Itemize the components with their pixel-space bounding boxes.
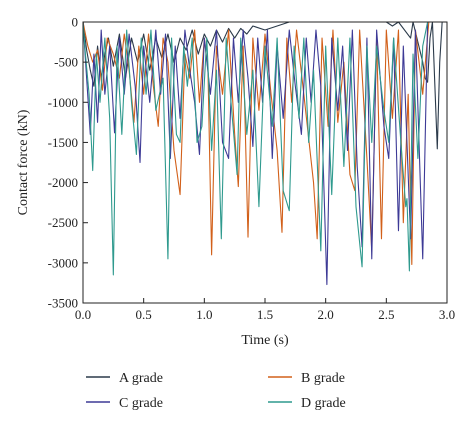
x-tick-label: 1.0 bbox=[196, 307, 212, 322]
legend-label: C grade bbox=[119, 396, 163, 411]
x-tick-label: 2.5 bbox=[378, 307, 394, 322]
legend-label: D grade bbox=[301, 396, 346, 411]
series-lines bbox=[83, 21, 447, 286]
x-tick-label: 1.5 bbox=[257, 307, 273, 322]
legend-item-b-grade: B grade bbox=[268, 371, 345, 386]
y-tick-label: -500 bbox=[54, 55, 78, 70]
y-tick-label: -1000 bbox=[48, 95, 78, 110]
x-axis-title: Time (s) bbox=[241, 333, 289, 348]
x-tick-label: 0.5 bbox=[136, 307, 152, 322]
y-tick-label: 0 bbox=[72, 15, 79, 30]
legend-label: B grade bbox=[301, 371, 345, 386]
axes: 0.0 0.5 1.0 1.5 2.0 2.5 3.0 0 -500 -1000 -1500 -200… bbox=[48, 15, 455, 323]
legend-item-c-grade: C grade bbox=[86, 396, 163, 411]
series-line-a-grade bbox=[83, 21, 447, 150]
legend-label: A grade bbox=[119, 371, 163, 386]
series-line-d-grade bbox=[83, 21, 447, 276]
series-line-c-grade bbox=[83, 21, 447, 286]
y-tick-label: -3500 bbox=[48, 296, 78, 311]
x-tick-label: 0.0 bbox=[75, 307, 91, 322]
y-axis-title: Contact force (kN) bbox=[16, 109, 31, 215]
y-tick-label: -3000 bbox=[48, 255, 78, 270]
y-tick-label: -2500 bbox=[48, 215, 78, 230]
legend: A grade B grade C grade D grade bbox=[86, 371, 346, 411]
y-tick-label: -2000 bbox=[48, 175, 78, 190]
x-tick-label: 3.0 bbox=[439, 307, 455, 322]
legend-item-a-grade: A grade bbox=[86, 371, 163, 386]
x-tick-label: 2.0 bbox=[318, 307, 334, 322]
y-tick-label: -1500 bbox=[48, 135, 78, 150]
legend-item-d-grade: D grade bbox=[268, 396, 346, 411]
plot-area bbox=[83, 21, 447, 286]
